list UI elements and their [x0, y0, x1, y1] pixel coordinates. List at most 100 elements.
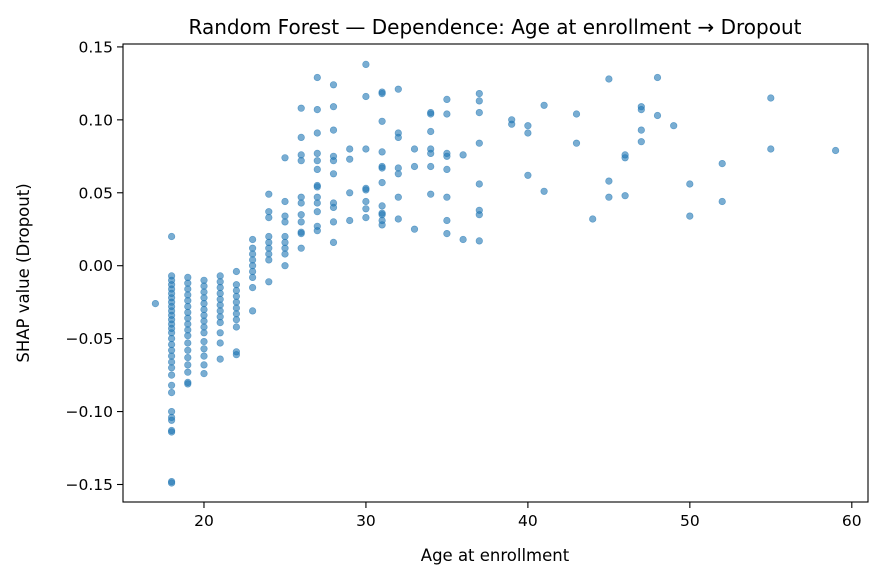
data-point [184, 361, 192, 369]
data-point [686, 212, 694, 220]
data-point [605, 193, 613, 201]
x-tick-label: 40 [518, 512, 538, 530]
data-point [394, 170, 402, 178]
data-point [508, 120, 516, 128]
data-point [427, 149, 435, 157]
data-point [329, 81, 338, 89]
y-tick-label: −0.10 [66, 403, 114, 421]
data-point [297, 133, 305, 141]
data-point [475, 97, 483, 105]
data-point [637, 138, 645, 146]
plot-frame [122, 43, 869, 503]
data-point [346, 216, 354, 225]
data-point [168, 479, 176, 487]
data-point [540, 187, 548, 195]
data-point [475, 237, 483, 245]
data-point [281, 218, 289, 226]
data-point [168, 428, 176, 436]
data-point [475, 108, 483, 117]
x-axis-ticks: 20 30 40 50 60 [194, 502, 862, 530]
data-point [443, 193, 451, 201]
y-axis-ticks: −0.15 −0.10 −0.05 0.00 0.05 0.10 0.15 [66, 38, 123, 494]
data-point [281, 262, 289, 270]
data-point [427, 162, 435, 171]
data-point [718, 197, 726, 206]
data-point [346, 189, 354, 197]
data-point [313, 183, 321, 191]
data-point [265, 256, 273, 264]
data-point [524, 171, 532, 179]
data-point [281, 154, 289, 162]
data-point [232, 267, 240, 276]
data-point [168, 416, 176, 424]
x-axis-title: Age at enrollment [421, 546, 570, 565]
y-tick-label: 0.15 [78, 38, 113, 56]
data-point [184, 332, 192, 340]
data-point [313, 149, 321, 157]
data-point [249, 307, 257, 315]
data-point [362, 60, 370, 69]
data-point [524, 129, 532, 137]
data-point [394, 133, 402, 141]
data-point [329, 103, 338, 111]
data-point [297, 157, 305, 165]
data-point [362, 197, 370, 206]
x-tick-label: 50 [680, 512, 700, 530]
data-point [459, 235, 467, 244]
data-point [443, 152, 451, 160]
y-axis-title: SHAP value (Dropout) [14, 183, 33, 362]
data-point [589, 215, 597, 223]
data-point [297, 244, 305, 252]
data-point [184, 380, 192, 388]
data-point [475, 89, 483, 98]
data-point [653, 111, 662, 120]
data-point [427, 110, 435, 118]
y-tick-label: −0.15 [66, 476, 114, 494]
data-point [232, 351, 240, 359]
data-point [378, 117, 386, 125]
data-point [297, 104, 305, 112]
data-point [313, 227, 321, 235]
data-point [670, 122, 678, 130]
data-point [249, 273, 257, 282]
data-point [524, 122, 532, 130]
data-point [329, 203, 338, 211]
data-point [313, 157, 321, 165]
data-point [443, 110, 451, 118]
data-point [427, 190, 435, 198]
data-point [313, 105, 321, 114]
data-point [297, 211, 305, 219]
data-point [831, 146, 840, 155]
data-point [410, 145, 419, 153]
data-point [540, 101, 548, 109]
data-point [427, 127, 435, 136]
data-point [621, 192, 629, 200]
data-point [767, 94, 775, 102]
data-point [216, 329, 224, 337]
data-point [362, 214, 370, 222]
chart-title: Random Forest — Dependence: Age at enrol… [189, 15, 802, 39]
y-tick-label: 0.10 [78, 111, 113, 129]
data-point [443, 230, 451, 238]
data-point [200, 352, 208, 360]
data-point [297, 199, 305, 207]
data-point [378, 202, 386, 210]
data-point [475, 180, 483, 188]
data-point [313, 73, 321, 82]
data-point [200, 361, 208, 369]
data-point [281, 250, 289, 258]
data-point [281, 197, 289, 206]
data-point [313, 199, 321, 207]
data-point [329, 157, 338, 165]
data-point [686, 180, 694, 188]
data-point [232, 316, 240, 324]
data-point [378, 179, 386, 187]
data-point [605, 177, 613, 185]
data-point [378, 148, 386, 156]
data-point [297, 218, 305, 226]
data-point [443, 95, 451, 103]
data-point [394, 85, 402, 93]
data-point [718, 160, 726, 168]
data-point [572, 139, 581, 147]
